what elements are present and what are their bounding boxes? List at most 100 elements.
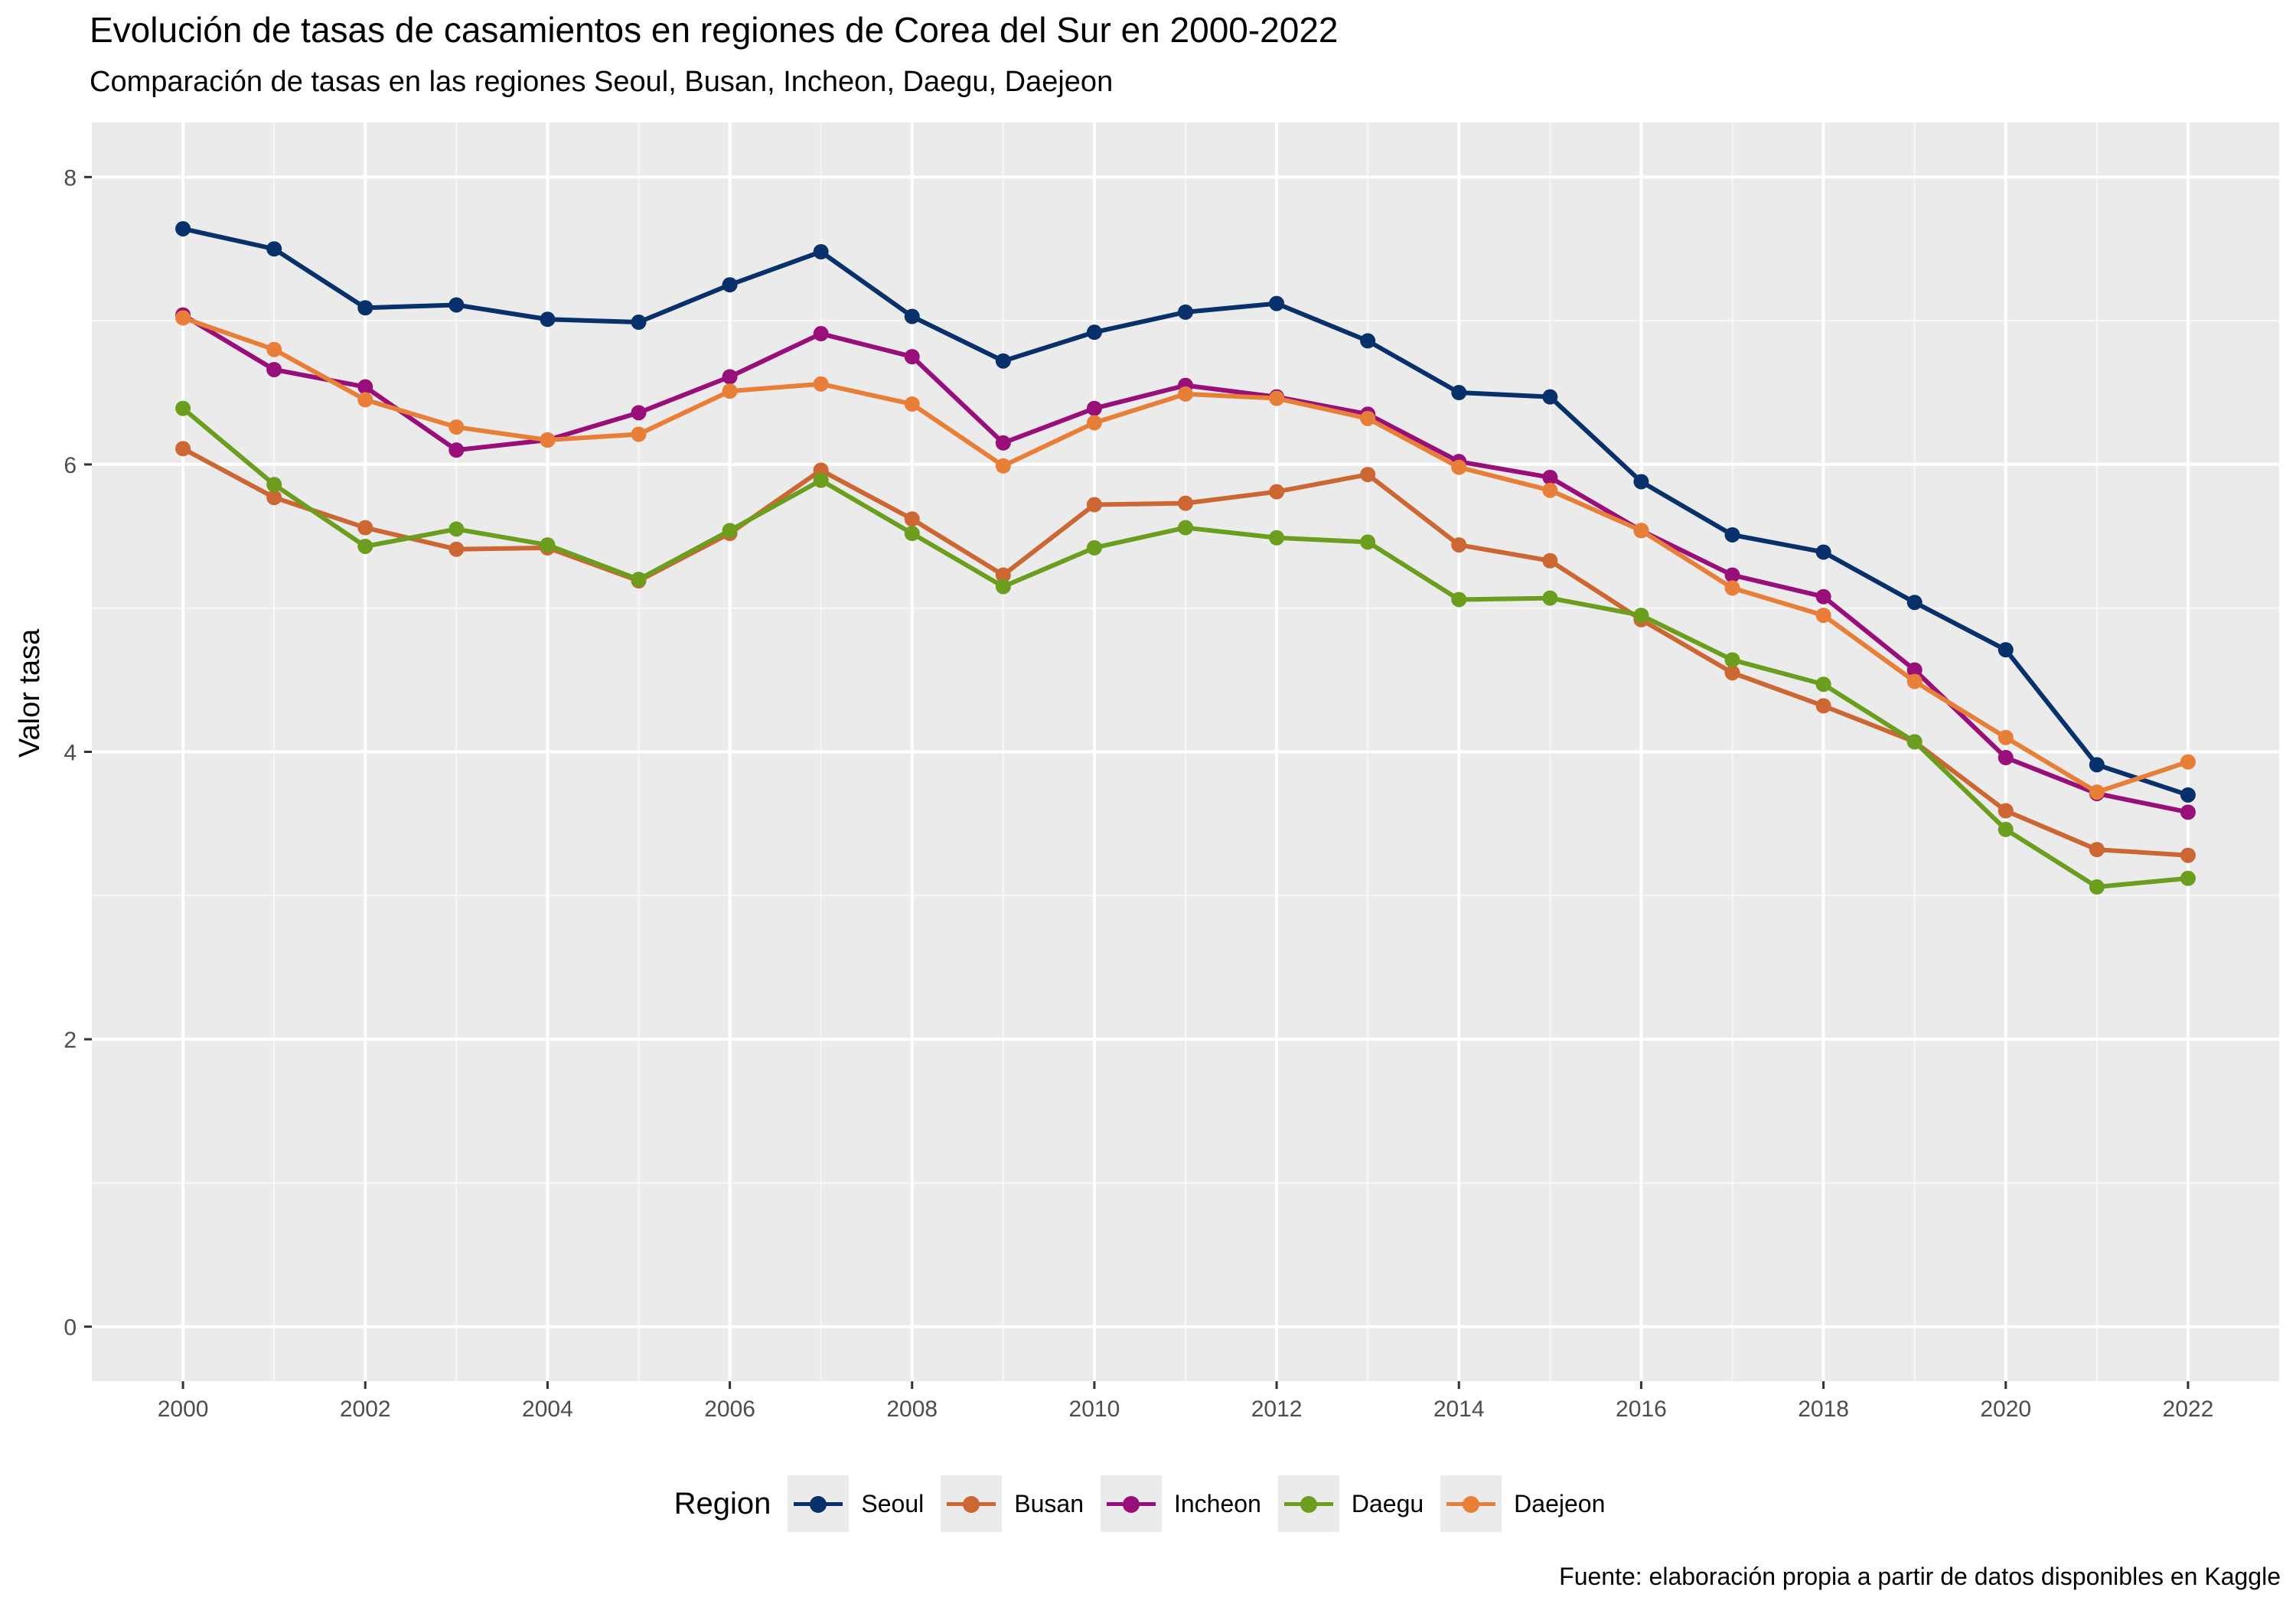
- legend-label-incheon: Incheon: [1173, 1489, 1261, 1517]
- x-tick-label: 2012: [1251, 1397, 1303, 1422]
- data-point-daegu: [631, 572, 647, 588]
- data-point-busan: [1178, 495, 1193, 511]
- data-point-busan: [1086, 497, 1102, 513]
- data-point-seoul: [1269, 295, 1285, 311]
- data-point-daejeon: [1269, 390, 1285, 406]
- data-point-daejeon: [1451, 459, 1467, 475]
- data-point-incheon: [1542, 469, 1558, 485]
- legend-key-busan: [941, 1475, 1003, 1532]
- x-tick-label: 2004: [522, 1397, 573, 1422]
- series-daegu: [175, 400, 2196, 895]
- data-point-daejeon: [904, 396, 920, 412]
- y-tick-label: 2: [64, 1028, 77, 1053]
- data-point-daejeon: [1998, 729, 2014, 745]
- data-point-seoul: [1360, 333, 1376, 349]
- legend-key-dot: [810, 1496, 827, 1513]
- axes: 2000 2002 2004 2006 2008 2010 2012 2014 2016 2018…: [64, 165, 2213, 1422]
- data-point-daegu: [540, 537, 556, 553]
- data-point-daejeon: [1542, 482, 1558, 498]
- data-point-seoul: [1724, 526, 1740, 543]
- x-tick-label: 2022: [2163, 1397, 2214, 1422]
- data-point-daejeon: [813, 376, 829, 392]
- data-point-daejeon: [175, 310, 191, 326]
- data-point-incheon: [448, 442, 465, 458]
- data-point-seoul: [813, 244, 829, 260]
- data-point-daegu: [1269, 530, 1285, 546]
- data-point-daegu: [722, 523, 738, 539]
- legend-key-seoul: [788, 1475, 850, 1532]
- x-tick-label: 2002: [340, 1397, 391, 1422]
- data-point-incheon: [813, 326, 829, 342]
- data-point-incheon: [722, 369, 738, 385]
- data-point-daegu: [1451, 592, 1467, 608]
- data-point-daegu: [1542, 590, 1558, 606]
- data-point-daejeon: [540, 432, 556, 448]
- legend-key-dot: [963, 1496, 980, 1513]
- data-point-incheon: [995, 435, 1011, 451]
- data-point-seoul: [722, 277, 738, 293]
- data-point-busan: [1998, 803, 2014, 819]
- major-gridlines: [92, 122, 2279, 1381]
- data-point-daejeon: [2089, 784, 2105, 800]
- data-point-seoul: [1633, 474, 1649, 490]
- data-point-daegu: [1360, 534, 1376, 550]
- x-tick-label: 2008: [886, 1397, 938, 1422]
- data-point-daegu: [1633, 608, 1649, 624]
- data-point-incheon: [1998, 750, 2014, 766]
- data-point-seoul: [266, 241, 282, 257]
- data-point-seoul: [540, 311, 556, 328]
- data-point-daegu: [904, 526, 920, 542]
- legend-item-busan: Busan: [941, 1475, 1084, 1532]
- legend: Region Seoul Busan Incheon Daegu Daejeon: [0, 1473, 2296, 1534]
- data-point-daegu: [1998, 821, 2014, 837]
- data-point-daejeon: [1633, 523, 1649, 539]
- x-tick-label: 2014: [1433, 1397, 1485, 1422]
- data-point-incheon: [1815, 588, 1831, 605]
- data-point-busan: [1269, 484, 1285, 500]
- x-tick-label: 2018: [1798, 1397, 1849, 1422]
- data-point-busan: [1451, 537, 1467, 553]
- data-point-busan: [2089, 842, 2105, 858]
- data-point-busan: [1542, 553, 1558, 569]
- legend-key-dot: [1300, 1496, 1317, 1513]
- data-point-seoul: [1451, 385, 1467, 401]
- y-tick-label: 8: [64, 165, 77, 191]
- data-point-daejeon: [1724, 580, 1740, 596]
- data-point-seoul: [904, 308, 920, 324]
- series-daejeon: [175, 310, 2196, 800]
- legend-label-daejeon: Daejeon: [1514, 1489, 1606, 1517]
- data-point-busan: [266, 490, 282, 506]
- data-point-daegu: [357, 538, 373, 554]
- data-point-daejeon: [1360, 410, 1376, 426]
- data-point-busan: [1360, 467, 1376, 483]
- data-point-seoul: [1178, 304, 1193, 320]
- data-point-daegu: [266, 477, 282, 493]
- data-point-daegu: [448, 521, 465, 537]
- x-tick-label: 2016: [1616, 1397, 1667, 1422]
- data-point-daegu: [1178, 520, 1193, 536]
- data-point-daejeon: [722, 383, 738, 399]
- y-tick-label: 4: [64, 741, 77, 766]
- data-point-incheon: [904, 349, 920, 365]
- x-tick-label: 2020: [1980, 1397, 2031, 1422]
- data-point-seoul: [2089, 757, 2105, 773]
- data-point-incheon: [357, 379, 373, 395]
- data-point-seoul: [1906, 595, 1923, 611]
- data-point-daejeon: [266, 341, 282, 357]
- data-point-busan: [1815, 698, 1831, 714]
- data-point-daegu: [2089, 879, 2105, 895]
- data-point-incheon: [2180, 804, 2196, 820]
- legend-item-daegu: Daegu: [1277, 1475, 1424, 1532]
- data-point-seoul: [1998, 642, 2014, 658]
- data-point-daegu: [995, 579, 1011, 595]
- data-point-daejeon: [2180, 754, 2196, 770]
- legend-title: Region: [673, 1486, 771, 1521]
- legend-item-seoul: Seoul: [788, 1475, 924, 1532]
- legend-item-daejeon: Daejeon: [1440, 1475, 1605, 1532]
- data-point-incheon: [631, 405, 647, 421]
- data-point-daegu: [2180, 870, 2196, 886]
- x-tick-label: 2010: [1069, 1397, 1120, 1422]
- data-point-busan: [448, 541, 465, 557]
- data-point-incheon: [1906, 662, 1923, 678]
- data-point-daejeon: [448, 419, 465, 435]
